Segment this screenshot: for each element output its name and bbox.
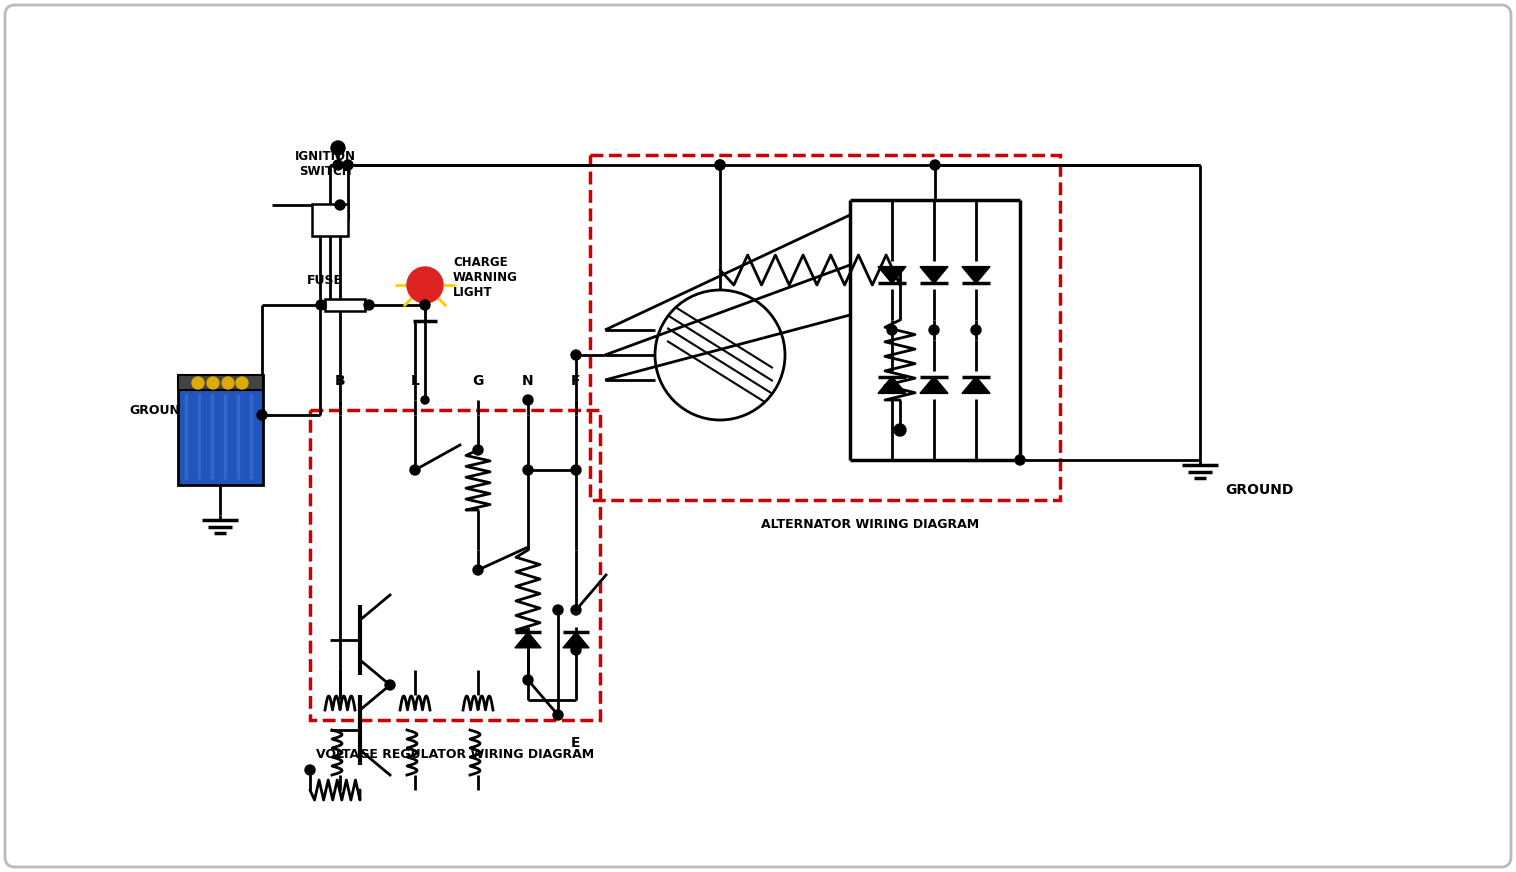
Text: GROUND: GROUND <box>1225 483 1293 497</box>
Circle shape <box>409 465 420 475</box>
Circle shape <box>385 680 396 690</box>
Text: VOLTAGE REGULATOR WIRING DIAGRAM: VOLTAGE REGULATOR WIRING DIAGRAM <box>315 748 594 761</box>
Circle shape <box>421 396 429 404</box>
Circle shape <box>330 141 346 155</box>
Circle shape <box>523 465 534 475</box>
Polygon shape <box>878 377 907 393</box>
Circle shape <box>315 300 326 310</box>
Circle shape <box>364 300 374 310</box>
Circle shape <box>553 710 562 720</box>
Circle shape <box>208 377 218 389</box>
Bar <box>590 155 1060 500</box>
Circle shape <box>193 377 205 389</box>
Text: GROUND: GROUND <box>129 404 191 417</box>
Circle shape <box>716 160 725 170</box>
Bar <box>309 410 600 720</box>
Bar <box>312 204 349 236</box>
Circle shape <box>523 395 534 405</box>
Bar <box>177 375 262 390</box>
Circle shape <box>258 410 267 420</box>
Circle shape <box>343 160 353 170</box>
Circle shape <box>406 267 443 303</box>
Circle shape <box>572 605 581 615</box>
Circle shape <box>523 675 534 685</box>
Circle shape <box>221 377 233 389</box>
Bar <box>324 299 365 311</box>
Circle shape <box>553 605 562 615</box>
Circle shape <box>420 300 431 310</box>
Text: CHARGE
WARNING
LIGHT: CHARGE WARNING LIGHT <box>453 255 518 298</box>
Circle shape <box>473 565 484 575</box>
Circle shape <box>929 325 938 335</box>
Text: G: G <box>473 374 484 388</box>
Polygon shape <box>920 267 948 283</box>
Text: IGNITION
SWITCH: IGNITION SWITCH <box>294 150 355 178</box>
Text: ALTERNATOR WIRING DIAGRAM: ALTERNATOR WIRING DIAGRAM <box>761 518 979 531</box>
Circle shape <box>1016 455 1025 465</box>
Polygon shape <box>878 267 907 283</box>
Circle shape <box>716 160 725 170</box>
Bar <box>177 375 262 485</box>
FancyBboxPatch shape <box>5 5 1511 867</box>
Text: F: F <box>572 374 581 388</box>
Circle shape <box>894 424 907 436</box>
Circle shape <box>929 160 940 170</box>
Text: E: E <box>572 736 581 750</box>
Polygon shape <box>963 377 990 393</box>
Polygon shape <box>515 632 541 648</box>
Circle shape <box>887 325 897 335</box>
Text: B: B <box>335 374 346 388</box>
Circle shape <box>334 160 343 170</box>
Circle shape <box>572 350 581 360</box>
Text: L: L <box>411 374 420 388</box>
Circle shape <box>473 445 484 455</box>
Circle shape <box>335 200 346 210</box>
Circle shape <box>305 765 315 775</box>
Circle shape <box>572 645 581 655</box>
Circle shape <box>655 290 785 420</box>
Polygon shape <box>562 632 590 648</box>
Circle shape <box>236 377 249 389</box>
Circle shape <box>572 465 581 475</box>
Text: FUSE: FUSE <box>308 274 343 287</box>
Polygon shape <box>963 267 990 283</box>
Polygon shape <box>920 377 948 393</box>
Text: CAR
BATTERY: CAR BATTERY <box>190 431 252 459</box>
Circle shape <box>972 325 981 335</box>
Text: N: N <box>522 374 534 388</box>
